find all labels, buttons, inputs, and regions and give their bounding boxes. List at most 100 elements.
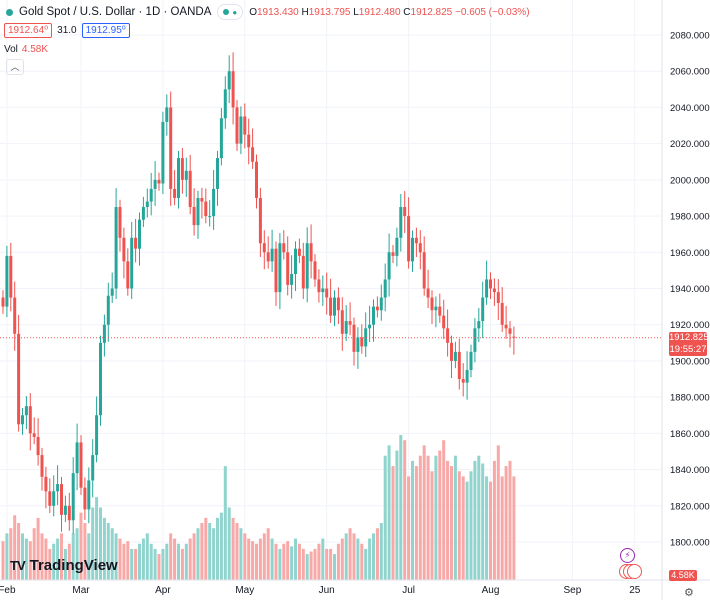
symbol-header: Gold Spot / U.S. Dollar · 1D · OANDA ● O… — [4, 4, 530, 20]
volume-bar — [28, 541, 32, 580]
volume-bar — [204, 517, 208, 580]
price-tick-label: 1940.000 — [670, 284, 710, 295]
volume-bar — [99, 507, 102, 580]
volume-bar — [270, 538, 274, 580]
candle-body — [411, 237, 414, 262]
volume-bar — [258, 538, 262, 580]
candle-body — [5, 255, 9, 307]
volume-bar — [118, 538, 122, 580]
symbol-title[interactable]: Gold Spot / U.S. Dollar · 1D · OANDA — [19, 6, 212, 18]
candle-body — [379, 297, 383, 311]
volume-bar — [321, 538, 325, 580]
volume-bar — [149, 543, 153, 580]
candle-body — [418, 243, 422, 253]
candle-body — [165, 107, 169, 122]
candle-body — [274, 248, 278, 293]
market-open-dot-icon — [6, 8, 13, 16]
lightning-icon[interactable]: ⚡ — [620, 548, 635, 563]
volume-bar — [219, 512, 223, 580]
volume-bar — [169, 533, 173, 580]
volume-bar — [102, 517, 106, 580]
volume-bar — [17, 523, 21, 580]
volume-bar — [36, 517, 40, 580]
volume-bar — [60, 533, 63, 580]
volume-bar — [161, 548, 165, 580]
candle-body — [368, 324, 372, 329]
candle-body — [383, 279, 387, 298]
volume-bar — [13, 515, 17, 580]
candle-body — [149, 188, 153, 202]
volume-bar — [52, 543, 56, 580]
volume-bar — [426, 455, 430, 580]
candle-body — [153, 179, 157, 189]
candle-body — [239, 116, 243, 144]
volume-bar — [305, 554, 309, 580]
chart-logo-icon: TV — [10, 558, 26, 573]
volume-bar — [9, 528, 13, 580]
candle-body — [44, 476, 48, 492]
volume-bar — [286, 541, 290, 580]
candle-body — [305, 243, 309, 289]
volume-bar — [165, 543, 169, 580]
chart-grid — [0, 0, 662, 580]
candle-body — [196, 197, 200, 226]
candle-body — [114, 207, 118, 289]
candle-body — [75, 442, 79, 474]
candle-body — [414, 237, 418, 244]
candle-body — [13, 297, 17, 334]
flag-icon[interactable] — [619, 564, 642, 579]
price-tick-label: 1820.000 — [670, 501, 710, 512]
candle-body — [492, 288, 496, 293]
buy-price-button[interactable]: 1912.95⁰ — [81, 23, 130, 38]
volume-bar — [21, 533, 24, 580]
candle-body — [17, 333, 21, 425]
volume-bar — [56, 538, 60, 580]
volume-bar — [453, 455, 457, 580]
volume-bar — [208, 523, 212, 580]
time-tick-label: Feb — [0, 585, 16, 596]
price-tick-label: 2000.000 — [670, 175, 710, 186]
candle-body — [309, 243, 313, 262]
volume-bar — [411, 460, 414, 580]
volume-bar — [430, 471, 434, 580]
volume-bar — [95, 497, 99, 580]
volume-bar — [177, 543, 180, 580]
candle-body — [52, 491, 56, 506]
volume-bar — [477, 455, 481, 580]
candle-body — [83, 487, 87, 510]
volume-bar — [262, 533, 266, 580]
volume-bar — [153, 548, 157, 580]
candle-body — [251, 147, 255, 162]
volume-bar — [114, 533, 118, 580]
volume-bar — [1, 541, 5, 580]
gear-icon[interactable]: ⚙ — [684, 587, 694, 599]
volume-bar — [387, 445, 391, 580]
candle-body — [141, 207, 145, 220]
candle-body — [87, 480, 91, 510]
volume-bar — [344, 533, 348, 580]
volume-bar — [504, 466, 508, 580]
time-axis[interactable]: Feb Mar Apr May Jun Jul Aug Sep 25 — [0, 585, 641, 596]
candle-body — [387, 252, 391, 280]
collapse-icon[interactable]: ︿ — [6, 59, 24, 75]
candle-body — [407, 216, 411, 262]
status-dot-icon: ● — [232, 7, 238, 17]
candle-body — [489, 279, 492, 289]
candle-body — [188, 170, 192, 208]
candle-body — [395, 237, 399, 256]
volume-bar — [356, 538, 360, 580]
volume-bar — [227, 507, 231, 580]
volume-bar — [79, 512, 83, 580]
spread-value: 31.0 — [57, 25, 77, 36]
time-tick-label: Jun — [319, 585, 335, 596]
candle-body — [200, 197, 204, 202]
volume-bar — [309, 551, 313, 580]
candle-body — [481, 297, 485, 322]
market-status-pill[interactable]: ● — [217, 4, 244, 20]
volume-bar — [184, 543, 188, 580]
candle-body — [266, 252, 270, 262]
sell-price-button[interactable]: 1912.64⁰ — [4, 23, 53, 38]
candle-body — [223, 89, 227, 119]
